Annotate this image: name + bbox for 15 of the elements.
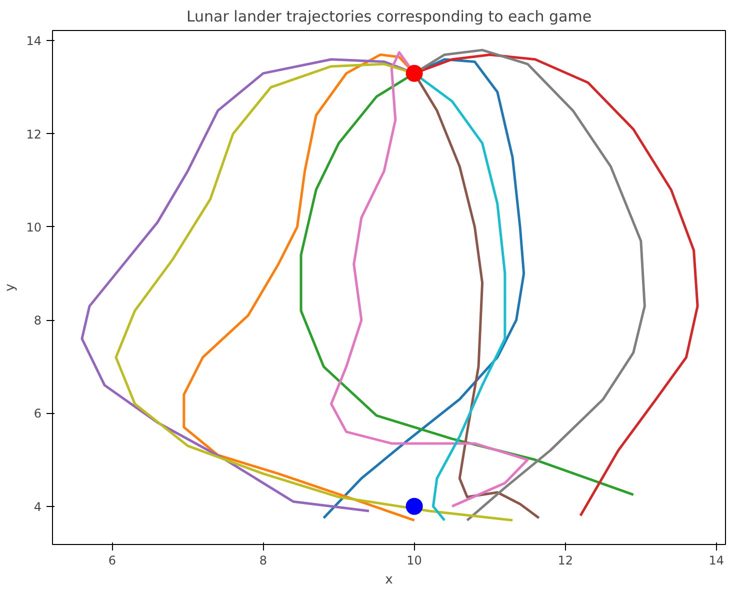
y-tick-label: 10: [26, 220, 42, 234]
x-tick-label: 14: [708, 554, 724, 568]
y-axis-title: y: [3, 283, 18, 292]
y-tick-label: 4: [34, 500, 42, 514]
x-tick-label: 6: [108, 554, 116, 568]
y-tick-label: 6: [34, 406, 42, 421]
x-axis-title: x: [385, 572, 394, 588]
y-tick-label: 8: [34, 314, 42, 328]
x-tick-label: 8: [259, 554, 268, 568]
y-tick-label: 12: [26, 127, 42, 142]
x-tick-label: 10: [406, 554, 422, 568]
x-tick-label: 12: [558, 554, 574, 568]
line-series: [114, 62, 514, 522]
y-tick-label: 14: [26, 34, 42, 48]
chart-title: Lunar lander trajectories corresponding to each game: [186, 8, 592, 26]
